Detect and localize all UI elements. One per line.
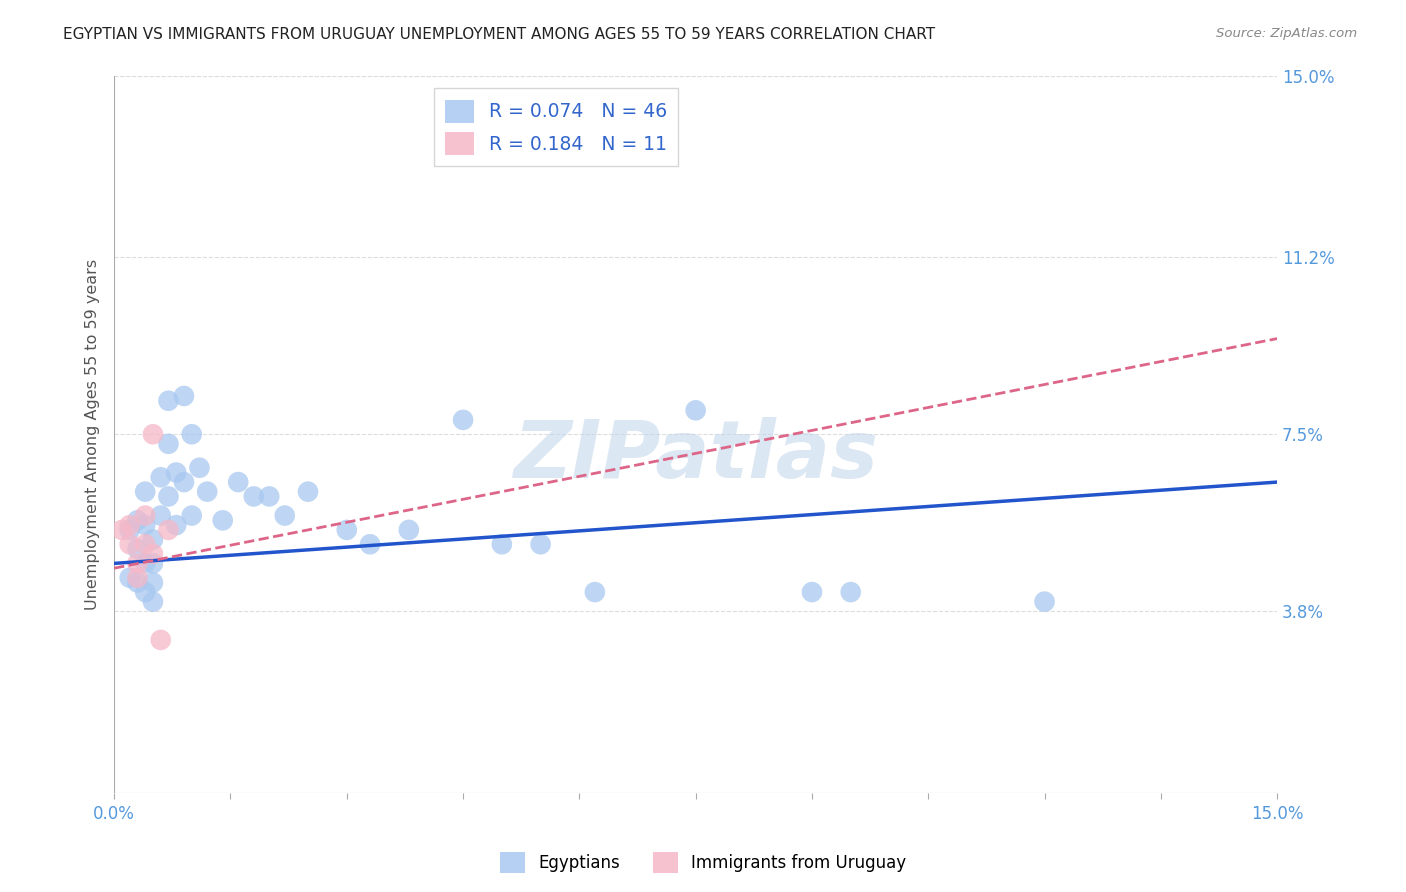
Point	[359, 537, 381, 551]
Point	[127, 571, 149, 585]
Point	[127, 542, 149, 557]
Point	[173, 475, 195, 489]
Point	[211, 513, 233, 527]
Text: ZIPatlas: ZIPatlas	[513, 417, 879, 495]
Point	[127, 513, 149, 527]
Point	[274, 508, 297, 523]
Legend: Egyptians, Immigrants from Uruguay: Egyptians, Immigrants from Uruguay	[494, 846, 912, 880]
Point	[149, 632, 172, 647]
Text: Source: ZipAtlas.com: Source: ZipAtlas.com	[1216, 27, 1357, 40]
Point	[530, 537, 553, 551]
Point	[134, 518, 156, 533]
Point	[149, 470, 172, 484]
Point	[226, 475, 249, 489]
Point	[111, 523, 134, 537]
Point	[165, 466, 187, 480]
Point	[195, 484, 218, 499]
Legend: R = 0.074   N = 46, R = 0.184   N = 11: R = 0.074 N = 46, R = 0.184 N = 11	[434, 88, 678, 166]
Point	[134, 537, 156, 551]
Point	[127, 557, 149, 571]
Point	[142, 427, 165, 442]
Point	[180, 427, 202, 442]
Point	[297, 484, 319, 499]
Point	[157, 393, 180, 408]
Point	[142, 547, 165, 561]
Point	[242, 490, 264, 504]
Text: EGYPTIAN VS IMMIGRANTS FROM URUGUAY UNEMPLOYMENT AMONG AGES 55 TO 59 YEARS CORRE: EGYPTIAN VS IMMIGRANTS FROM URUGUAY UNEM…	[63, 27, 935, 42]
Point	[259, 490, 281, 504]
Point	[165, 518, 187, 533]
Point	[142, 557, 165, 571]
Point	[1033, 595, 1056, 609]
Point	[142, 533, 165, 547]
Point	[491, 537, 513, 551]
Point	[180, 508, 202, 523]
Point	[398, 523, 420, 537]
Point	[157, 523, 180, 537]
Point	[134, 557, 156, 571]
Point	[336, 523, 359, 537]
Point	[127, 575, 149, 590]
Point	[173, 389, 195, 403]
Point	[134, 508, 156, 523]
Point	[685, 403, 707, 417]
Point	[142, 575, 165, 590]
Point	[118, 537, 141, 551]
Point	[157, 437, 180, 451]
Point	[118, 518, 141, 533]
Point	[157, 490, 180, 504]
Point	[451, 413, 474, 427]
Point	[118, 523, 141, 537]
Point	[118, 571, 141, 585]
Point	[149, 508, 172, 523]
Point	[188, 460, 211, 475]
Y-axis label: Unemployment Among Ages 55 to 59 years: Unemployment Among Ages 55 to 59 years	[86, 259, 100, 610]
Point	[839, 585, 862, 599]
Point	[142, 595, 165, 609]
Point	[800, 585, 823, 599]
Point	[134, 585, 156, 599]
Point	[134, 484, 156, 499]
Point	[583, 585, 606, 599]
